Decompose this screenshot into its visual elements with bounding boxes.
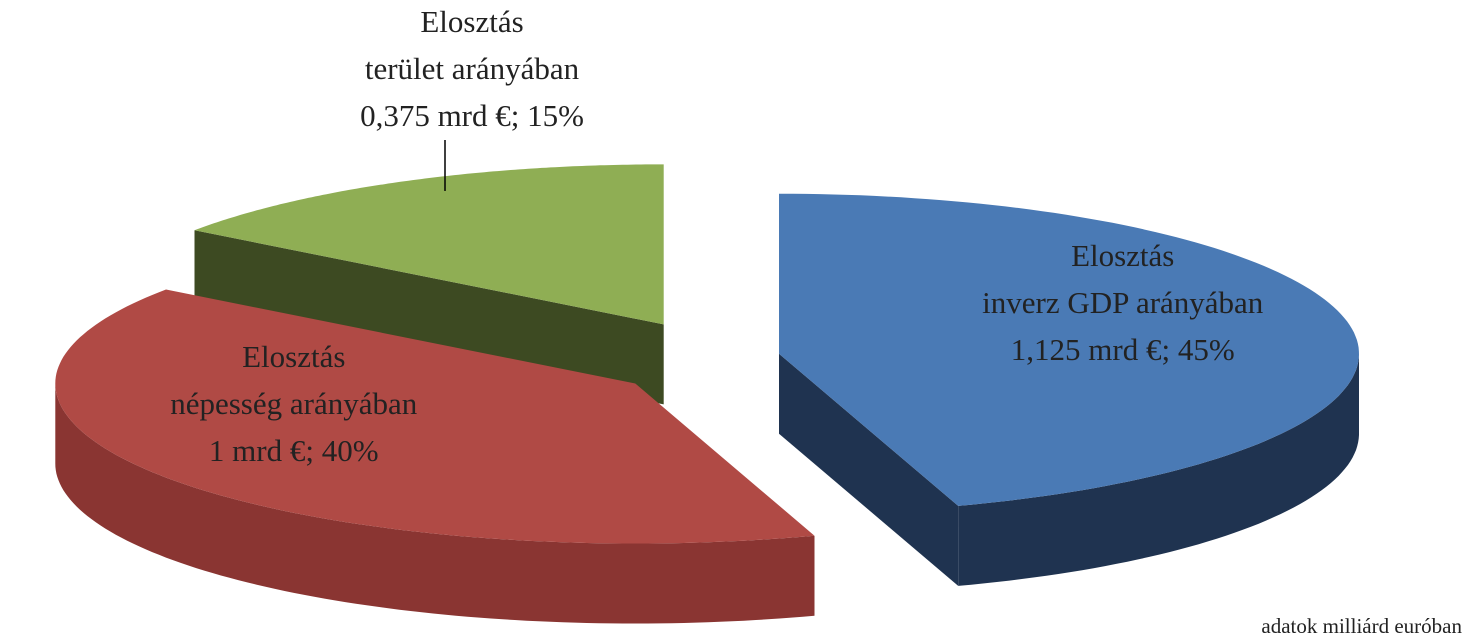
data-label: népesség arányában <box>170 386 418 421</box>
slice-side <box>958 355 1359 586</box>
data-label: terület arányában <box>365 51 580 86</box>
data-label: Elosztás <box>242 339 345 374</box>
data-label: 1,125 mrd €; 45% <box>1011 332 1235 367</box>
data-label: Elosztás <box>1071 238 1174 273</box>
slice-side <box>55 383 815 624</box>
data-label: Elosztás <box>420 4 523 39</box>
note: adatok milliárd euróban <box>1261 614 1462 638</box>
slice <box>55 289 815 544</box>
slice-side <box>779 353 959 586</box>
slice <box>779 193 1359 506</box>
data-label: 0,375 mrd €; 15% <box>360 98 584 133</box>
data-label: inverz GDP arányában <box>982 285 1264 320</box>
slice-side <box>194 230 664 405</box>
data-label: 1 mrd €; 40% <box>209 433 379 468</box>
slice <box>194 164 664 325</box>
